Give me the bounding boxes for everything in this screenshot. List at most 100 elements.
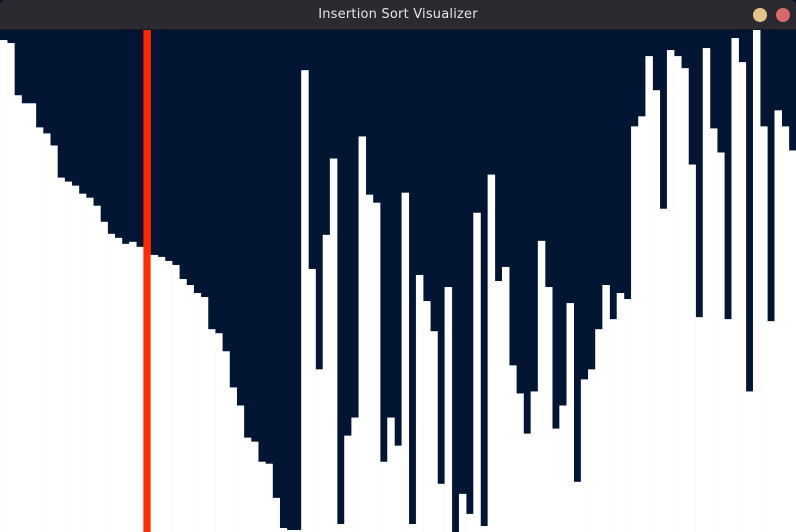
value-bar xyxy=(623,299,632,532)
value-bar xyxy=(57,177,65,532)
value-bar xyxy=(308,268,316,532)
value-bar xyxy=(466,513,474,532)
value-bar xyxy=(724,319,732,532)
value-bar xyxy=(616,293,625,532)
value-bar xyxy=(136,246,144,532)
value-bar xyxy=(738,62,747,532)
value-bar xyxy=(365,194,374,532)
value-bar xyxy=(745,391,754,532)
value-bar xyxy=(28,103,37,532)
value-bar xyxy=(423,301,431,532)
value-bar xyxy=(150,254,159,532)
active-bar xyxy=(143,30,151,532)
value-bar xyxy=(494,281,503,532)
value-bar xyxy=(731,38,739,532)
value-bar xyxy=(588,369,596,532)
value-bar xyxy=(760,126,768,532)
value-bar xyxy=(272,497,280,532)
value-bar xyxy=(437,483,445,532)
value-bar xyxy=(121,243,130,532)
value-bar xyxy=(717,152,725,532)
value-bar xyxy=(71,185,80,532)
bars-chart xyxy=(0,30,796,532)
value-bar xyxy=(387,417,395,532)
value-bar xyxy=(774,110,782,532)
value-bar xyxy=(480,525,488,532)
value-bar xyxy=(602,285,610,532)
value-bar xyxy=(236,405,245,532)
value-bar xyxy=(14,95,22,532)
value-bar xyxy=(545,287,553,532)
value-bar xyxy=(43,133,51,532)
value-bar xyxy=(129,241,137,532)
value-bar xyxy=(50,145,58,532)
minimize-button[interactable] xyxy=(753,8,767,22)
value-bar xyxy=(372,202,381,532)
value-bar xyxy=(501,266,510,532)
value-bar xyxy=(243,437,252,532)
value-bar xyxy=(659,208,668,532)
value-bar xyxy=(688,164,696,532)
value-bar xyxy=(78,193,87,532)
value-bar xyxy=(157,256,166,532)
value-bar xyxy=(344,435,352,532)
value-bar xyxy=(781,126,790,532)
value-bar xyxy=(222,351,230,532)
value-bar xyxy=(695,317,704,532)
value-bar xyxy=(207,329,216,532)
value-bar xyxy=(767,321,775,532)
value-bar xyxy=(709,128,718,532)
value-bar xyxy=(164,260,173,532)
value-bar xyxy=(380,461,388,532)
value-bar xyxy=(537,240,546,532)
value-bar xyxy=(645,56,653,532)
value-bar xyxy=(702,48,711,532)
value-bar xyxy=(473,212,481,532)
value-bar xyxy=(329,158,338,532)
value-bar xyxy=(652,90,661,532)
value-bar xyxy=(408,523,417,532)
value-bar xyxy=(631,126,639,532)
sort-visualization-canvas xyxy=(0,30,796,532)
value-bar xyxy=(0,40,8,532)
value-bar xyxy=(114,237,123,532)
value-bar xyxy=(530,391,539,532)
value-bar xyxy=(580,379,589,532)
value-bar xyxy=(595,329,603,532)
value-bar xyxy=(265,463,273,532)
value-bar xyxy=(337,523,345,532)
value-bar xyxy=(516,393,524,532)
value-bar xyxy=(250,441,259,532)
close-button[interactable] xyxy=(776,8,790,22)
value-bar xyxy=(93,205,101,532)
value-bar xyxy=(401,192,410,532)
value-bar xyxy=(294,529,302,532)
value-bar xyxy=(279,527,288,532)
value-bar xyxy=(638,116,646,532)
value-bar xyxy=(509,365,517,532)
value-bar xyxy=(351,417,359,532)
value-bar xyxy=(573,481,582,532)
value-bar xyxy=(609,319,618,532)
value-bar xyxy=(286,529,295,532)
value-bar xyxy=(21,103,29,532)
value-bar xyxy=(229,387,237,532)
value-bar xyxy=(258,461,266,532)
value-bar xyxy=(186,285,194,532)
value-bar xyxy=(64,181,73,532)
value-bar xyxy=(523,433,531,532)
value-bar xyxy=(788,150,796,532)
value-bar xyxy=(7,43,15,532)
value-bar xyxy=(86,197,94,532)
title-bar[interactable]: Insertion Sort Visualizer xyxy=(0,0,796,30)
value-bar xyxy=(458,493,467,532)
value-bar xyxy=(322,234,331,532)
window-title: Insertion Sort Visualizer xyxy=(318,7,478,22)
value-bar xyxy=(107,233,116,532)
value-bar xyxy=(681,68,689,532)
value-bar xyxy=(193,293,202,532)
value-bar xyxy=(552,428,560,532)
value-bar xyxy=(100,221,108,532)
value-bar xyxy=(674,56,682,532)
